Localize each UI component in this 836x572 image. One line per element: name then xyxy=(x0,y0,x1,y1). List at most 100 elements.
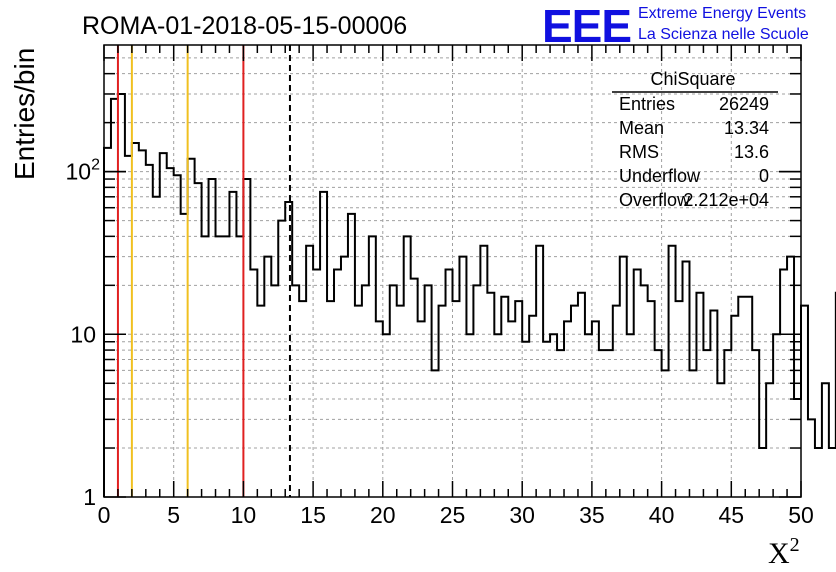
histogram-bin xyxy=(236,236,243,497)
histogram-bin xyxy=(822,383,829,497)
histogram-bin xyxy=(627,334,634,497)
histogram-bin xyxy=(153,197,160,497)
histogram-bin xyxy=(132,143,139,497)
histogram-bin xyxy=(390,285,397,497)
stats-label: Entries xyxy=(619,94,675,114)
histogram-bin xyxy=(780,270,787,497)
stats-box: ChiSquare Entries 26249 Mean 13.34 RMS 13.6 Un… xyxy=(612,69,778,210)
histogram-bin xyxy=(752,350,759,497)
histogram-bin xyxy=(341,257,348,497)
histogram-bin xyxy=(522,342,529,497)
logo-text: EEE xyxy=(542,0,631,52)
eee-logo: EEE Extreme Energy Events La Scienza nel… xyxy=(542,0,809,52)
histogram-bin xyxy=(808,419,815,497)
x-tick-label: 20 xyxy=(370,502,396,528)
histogram xyxy=(103,92,836,497)
histogram-bin xyxy=(585,334,592,497)
histogram-bin xyxy=(529,316,536,497)
histogram-bin xyxy=(648,301,655,497)
histogram-bin xyxy=(104,148,111,497)
histogram-bin xyxy=(731,316,738,497)
stats-label: Mean xyxy=(619,118,664,138)
y-tick-label: 102 xyxy=(66,157,101,185)
histogram-bin xyxy=(432,370,439,497)
histogram-bin xyxy=(285,202,292,497)
histogram-bin xyxy=(181,214,188,497)
x-tick-label: 0 xyxy=(98,502,111,528)
histogram-bin xyxy=(494,334,501,497)
histogram-bin xyxy=(536,246,543,497)
histogram-bin xyxy=(313,270,320,497)
histogram-bin xyxy=(620,257,627,497)
stats-value: 13.6 xyxy=(734,142,769,162)
histogram-bin xyxy=(271,285,278,497)
histogram-bin xyxy=(418,321,425,497)
histogram-bin xyxy=(689,370,696,497)
x-tick-label: 30 xyxy=(509,502,535,528)
x-tick-label: 25 xyxy=(440,502,466,528)
histogram-bin xyxy=(397,306,404,497)
histogram-bin xyxy=(202,236,209,497)
histogram-bin xyxy=(487,293,494,497)
histogram-bin xyxy=(160,153,167,497)
histogram-bin xyxy=(376,321,383,497)
histogram-bin xyxy=(557,350,564,497)
stats-label: Underflow xyxy=(619,166,701,186)
stats-value: 0 xyxy=(759,166,769,186)
histogram-bin xyxy=(696,293,703,497)
histogram-bin xyxy=(167,168,174,497)
histogram-bin xyxy=(641,285,648,497)
x-tick-label: 15 xyxy=(300,502,326,528)
histogram-bin xyxy=(480,246,487,497)
histogram-bin xyxy=(383,334,390,497)
histogram-bin xyxy=(773,334,780,497)
histogram-bin xyxy=(404,236,411,497)
stats-label: RMS xyxy=(619,142,659,162)
histogram-bin xyxy=(188,159,195,497)
stats-value: 26249 xyxy=(719,94,769,114)
x-axis-label-base: X xyxy=(768,537,790,570)
histogram-bin xyxy=(257,306,264,497)
histogram-bin xyxy=(662,370,669,497)
histogram-bin xyxy=(710,311,717,497)
histogram-bin xyxy=(111,99,118,497)
histogram-bin xyxy=(501,297,508,497)
y-axis-label: Entries/bin xyxy=(9,48,40,180)
stats-value: 13.34 xyxy=(724,118,769,138)
histogram-bin xyxy=(411,279,418,497)
histogram-bin xyxy=(348,214,355,497)
histogram-bin xyxy=(564,321,571,497)
histogram-bin xyxy=(264,257,271,497)
logo-line-2: La Scienza nelle Scuole xyxy=(638,26,809,43)
histogram-bin xyxy=(599,350,606,497)
histogram-bin xyxy=(578,293,585,497)
histogram-bin xyxy=(453,301,460,497)
vertical-lines xyxy=(116,45,291,497)
histogram-bin xyxy=(216,236,223,497)
x-axis-label-sup: 2 xyxy=(790,534,800,556)
histogram-bin xyxy=(738,297,745,497)
histogram-bin xyxy=(425,285,432,497)
svg-text:X2: X2 xyxy=(768,534,800,570)
histogram-bin xyxy=(634,270,641,497)
histogram-bin xyxy=(592,321,599,497)
tick-labels: 0 5 10 15 20 25 30 35 40 45 50 1 10 102 xyxy=(66,157,814,528)
stats-label: Overflow xyxy=(619,190,691,210)
x-tick-label: 10 xyxy=(231,502,257,528)
histogram-bin xyxy=(195,183,202,497)
histogram-bin xyxy=(829,448,836,497)
y-tick-label: 10 xyxy=(70,321,96,347)
axis-ticks xyxy=(103,45,802,498)
histogram-bin xyxy=(543,342,550,497)
histogram-bin xyxy=(801,306,808,497)
histogram-bin xyxy=(243,179,250,497)
x-tick-label: 40 xyxy=(649,502,675,528)
histogram-bin xyxy=(655,350,662,497)
histogram-bin xyxy=(759,448,766,497)
x-tick-label: 35 xyxy=(579,502,605,528)
histogram-bin xyxy=(327,301,334,497)
x-axis-label: X2 xyxy=(768,534,800,570)
histogram-bin xyxy=(278,221,285,497)
histogram-bin xyxy=(724,350,731,497)
